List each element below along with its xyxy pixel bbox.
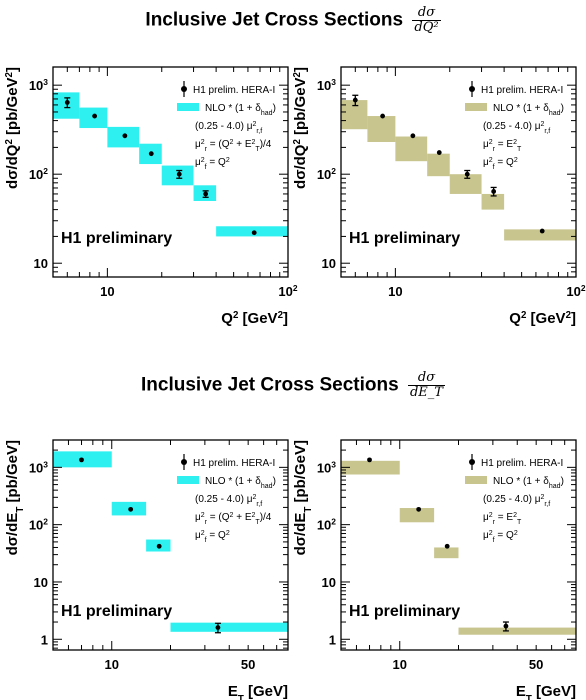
data-point bbox=[437, 150, 442, 155]
x-axis-label: Q2 [GeV2] bbox=[509, 310, 576, 328]
legend-band-label: NLO * (1 + δhad) bbox=[205, 103, 276, 117]
chart-panel-top-right: 10 102 103 10 102 Q2 [GeV2] dσ/dQ2 [pb/GeV2] H1… bbox=[292, 67, 586, 327]
data-point bbox=[177, 172, 182, 177]
y-axis-label: dσ/dQ2 [pb/GeV2] bbox=[292, 67, 310, 189]
y-tick-label: 10 bbox=[34, 575, 48, 590]
nlo-band bbox=[171, 623, 289, 632]
watermark-label: H1 preliminary bbox=[349, 230, 460, 247]
y-axis-label: dσ/dET [pb/GeV] bbox=[292, 440, 314, 555]
y-tick-label: 102 bbox=[29, 517, 48, 533]
data-point bbox=[157, 544, 162, 549]
legend-scale-line: μ2r = E2T bbox=[483, 139, 522, 153]
x-tick-label: 50 bbox=[241, 657, 255, 672]
legend-scale-line: μ2f = Q2 bbox=[195, 157, 230, 171]
legend-scale-line: μ2r = E2T bbox=[483, 512, 522, 526]
data-point bbox=[504, 624, 509, 629]
x-axis-label: ET [GeV] bbox=[228, 683, 288, 700]
chart-panel-bottom-right: 1 10 102 103 10 50 ET [GeV] dσ/dET [pb/GeV] H1 p… bbox=[292, 440, 576, 700]
legend-band-label: NLO * (1 + δhad) bbox=[493, 476, 564, 490]
data-point bbox=[92, 114, 97, 119]
legend-data-label: H1 prelim. HERA-I bbox=[481, 85, 563, 96]
legend-data-label: H1 prelim. HERA-I bbox=[481, 458, 563, 469]
nlo-band bbox=[459, 628, 577, 635]
legend-scale-line: (0.25 - 4.0) μ2r,f bbox=[195, 494, 262, 508]
y-tick-label: 102 bbox=[317, 166, 336, 182]
data-point bbox=[122, 133, 127, 138]
data-point bbox=[445, 544, 450, 549]
data-point bbox=[65, 100, 70, 105]
legend-scale-line: μ2r = (Q2 + E2T)/4 bbox=[195, 139, 272, 153]
data-point bbox=[491, 189, 496, 194]
legend-band-label: NLO * (1 + δhad) bbox=[205, 476, 276, 490]
x-tick-label: 10 bbox=[100, 284, 114, 299]
nlo-band bbox=[434, 547, 458, 558]
data-point bbox=[79, 457, 84, 462]
data-point bbox=[367, 457, 372, 462]
nlo-band bbox=[53, 92, 79, 118]
y-tick-label: 102 bbox=[29, 166, 48, 182]
data-point bbox=[203, 192, 208, 197]
chart-panel-bottom-left: 1 10 102 103 10 50 ET [GeV] dσ/dET [pb/GeV] H1 p… bbox=[4, 440, 288, 700]
data-point bbox=[252, 230, 257, 235]
legend-band-swatch bbox=[465, 103, 487, 111]
legend-band-swatch bbox=[465, 476, 487, 484]
x-axis-label: ET [GeV] bbox=[516, 683, 576, 700]
data-point bbox=[410, 133, 415, 138]
y-tick-label: 102 bbox=[317, 517, 336, 533]
legend-band-label: NLO * (1 + δhad) bbox=[493, 103, 564, 117]
legend-scale-line: (0.25 - 4.0) μ2r,f bbox=[483, 121, 550, 135]
x-tick-label: 10 bbox=[393, 657, 407, 672]
y-tick-label: 103 bbox=[29, 459, 48, 475]
data-point bbox=[353, 98, 358, 103]
data-point bbox=[416, 507, 421, 512]
x-tick-label: 102 bbox=[566, 283, 585, 299]
data-point bbox=[380, 114, 385, 119]
legend-scale-line: μ2f = Q2 bbox=[483, 530, 518, 544]
x-tick-label: 10 bbox=[105, 657, 119, 672]
legend-scale-line: μ2f = Q2 bbox=[483, 157, 518, 171]
nlo-band bbox=[450, 174, 482, 194]
y-axis-label: dσ/dET [pb/GeV] bbox=[4, 440, 26, 555]
nlo-band bbox=[395, 137, 427, 162]
legend-band-swatch bbox=[177, 103, 199, 111]
x-tick-label: 10 bbox=[388, 284, 402, 299]
nlo-band bbox=[216, 226, 288, 236]
legend-scale-line: μ2r = (Q2 + E2T)/4 bbox=[195, 512, 272, 526]
y-tick-label: 10 bbox=[34, 256, 48, 271]
y-tick-label: 103 bbox=[317, 459, 336, 475]
nlo-band bbox=[367, 116, 395, 142]
y-tick-label: 103 bbox=[29, 77, 48, 93]
legend-band-swatch bbox=[177, 476, 199, 484]
y-tick-label: 10 bbox=[322, 575, 336, 590]
y-axis-label: dσ/dQ2 [pb/GeV2] bbox=[4, 67, 22, 189]
watermark-label: H1 preliminary bbox=[61, 230, 172, 247]
y-tick-label: 103 bbox=[317, 77, 336, 93]
chart-panel-top-left: 10 102 103 10 102 Q2 [GeV2] dσ/dQ2 [pb/GeV2] H1… bbox=[4, 67, 298, 327]
watermark-label: H1 preliminary bbox=[61, 603, 172, 620]
data-point bbox=[540, 229, 545, 234]
legend-data-label: H1 prelim. HERA-I bbox=[193, 85, 275, 96]
x-tick-label: 102 bbox=[278, 283, 297, 299]
x-axis-label: Q2 [GeV2] bbox=[221, 310, 288, 328]
y-tick-label: 1 bbox=[329, 632, 336, 647]
data-point bbox=[216, 625, 221, 630]
nlo-band bbox=[427, 154, 450, 176]
legend-scale-line: (0.25 - 4.0) μ2r,f bbox=[483, 494, 550, 508]
data-point bbox=[465, 172, 470, 177]
legend-data-label: H1 prelim. HERA-I bbox=[193, 458, 275, 469]
y-tick-label: 1 bbox=[41, 632, 48, 647]
y-tick-label: 10 bbox=[322, 256, 336, 271]
watermark-label: H1 preliminary bbox=[349, 603, 460, 620]
data-point bbox=[128, 507, 133, 512]
legend-scale-line: μ2f = Q2 bbox=[195, 530, 230, 544]
data-point bbox=[149, 151, 154, 156]
x-tick-label: 50 bbox=[529, 657, 543, 672]
legend-scale-line: (0.25 - 4.0) μ2r,f bbox=[195, 121, 262, 135]
